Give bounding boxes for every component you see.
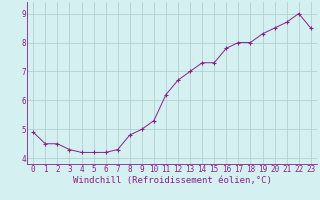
- X-axis label: Windchill (Refroidissement éolien,°C): Windchill (Refroidissement éolien,°C): [73, 176, 271, 185]
